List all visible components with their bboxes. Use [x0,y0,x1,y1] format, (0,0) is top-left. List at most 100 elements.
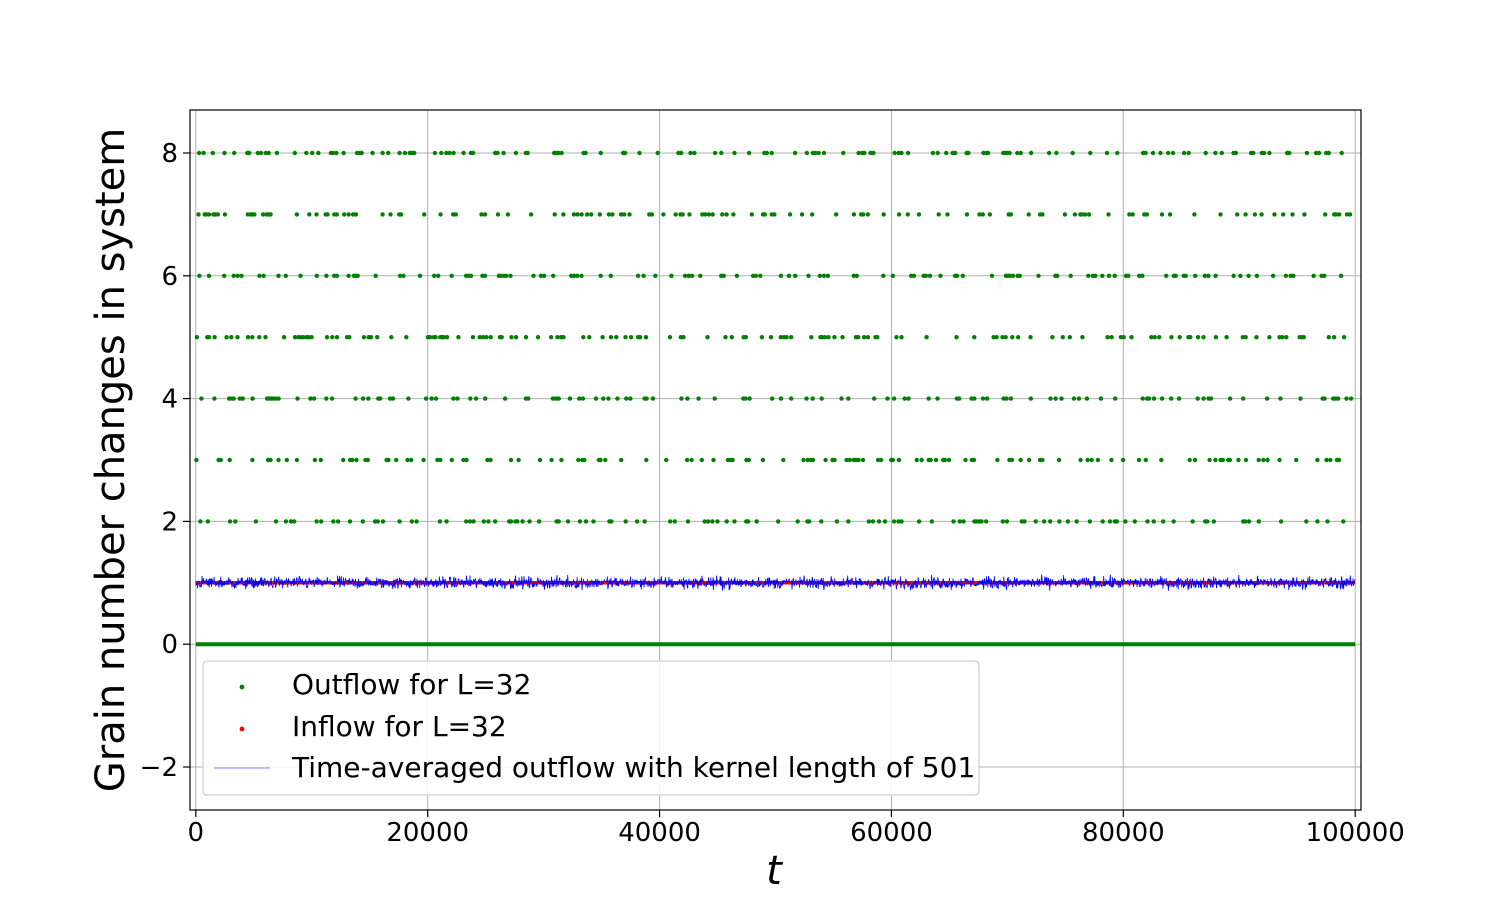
outflow-point [954,335,959,340]
outflow-point [598,273,603,278]
outflow-point [1004,519,1010,524]
outflow-point [615,396,620,401]
outflow-point [1341,335,1347,340]
outflow-point [816,150,821,156]
outflow-point [664,457,669,463]
outflow-point [1186,150,1191,156]
outflow-point [1136,457,1142,463]
outflow-point [504,273,509,278]
outflow-point [628,396,633,401]
outflow-point [402,150,408,156]
outflow-point [1326,335,1332,340]
outflow-point [455,396,460,401]
outflow-point [471,519,476,524]
outflow-point [250,396,255,401]
outflow-point [795,519,800,524]
outflow-point [1071,396,1077,401]
outflow-point [556,519,561,524]
outflow-point [493,519,498,524]
outflow-point [1218,212,1223,217]
outflow-point [528,212,534,217]
outflow-point [1010,335,1015,340]
outflow-point [1202,273,1208,278]
outflow-point [365,457,370,463]
outflow-point [1301,335,1307,340]
outflow-point [764,150,770,156]
outflow-point [1121,335,1126,340]
outflow-point [444,150,449,156]
outflow-point [619,457,624,463]
x-tick-label: 0 [188,818,205,848]
outflow-point [585,212,590,217]
outflow-point [987,212,993,217]
outflow-point [1028,335,1033,340]
outflow-point [273,396,278,401]
outflow-point [614,335,619,340]
outflow-point [334,273,340,278]
outflow-point [730,457,735,463]
y-tick-label: 8 [161,139,178,169]
outflow-point [206,335,212,340]
outflow-point [637,335,643,340]
outflow-point [861,335,867,340]
outflow-point [324,273,329,278]
outflow-point [535,335,541,340]
outflow-point [856,457,861,463]
outflow-point [655,150,660,156]
outflow-point [283,273,288,278]
outflow-point [593,396,599,401]
outflow-point [1338,273,1344,278]
outflow-point [1120,457,1126,463]
outflow-point [603,457,608,463]
outflow-point [201,150,206,156]
outflow-point [579,212,584,217]
outflow-point [598,457,603,463]
outflow-point [441,335,446,340]
y-tick-label: 6 [161,262,178,292]
outflow-point [891,519,897,524]
outflow-point [1127,212,1132,217]
outflow-point [194,335,200,340]
outflow-point [301,335,306,340]
outflow-point [1331,335,1337,340]
outflow-point [1347,212,1353,217]
outflow-point [523,335,529,340]
outflow-point [1007,150,1012,156]
outflow-point [1227,457,1233,463]
outflow-point [1243,335,1248,340]
outflow-point [197,273,202,278]
outflow-point [587,335,592,340]
outflow-point [896,457,902,463]
outflow-point [257,335,262,340]
outflow-point [710,519,715,524]
outflow-point [274,150,280,156]
outflow-point [1167,212,1173,217]
outflow-point [1243,212,1248,217]
outflow-point [724,212,729,217]
outflow-point [789,335,794,340]
outflow-point [687,212,692,217]
outflow-point [464,519,469,524]
outflow-point [1246,519,1252,524]
outflow-point [1325,519,1330,524]
outflow-point [1072,212,1078,217]
outflow-point [891,396,897,401]
outflow-point [575,273,580,278]
outflow-point [1201,335,1206,340]
outflow-point [597,212,602,217]
outflow-point [989,273,995,278]
outflow-point [324,335,330,340]
outflow-point [609,519,614,524]
outflow-point [268,212,273,217]
outflow-point [642,519,647,524]
outflow-point [622,212,627,217]
outflow-point [1272,212,1277,217]
outflow-point [483,396,488,401]
outflow-point [298,273,303,278]
outflow-point [273,519,279,524]
outflow-point [983,519,989,524]
outflow-point [832,457,837,463]
outflow-point [1195,335,1201,340]
outflow-point [810,212,815,217]
outflow-point [1171,519,1176,524]
